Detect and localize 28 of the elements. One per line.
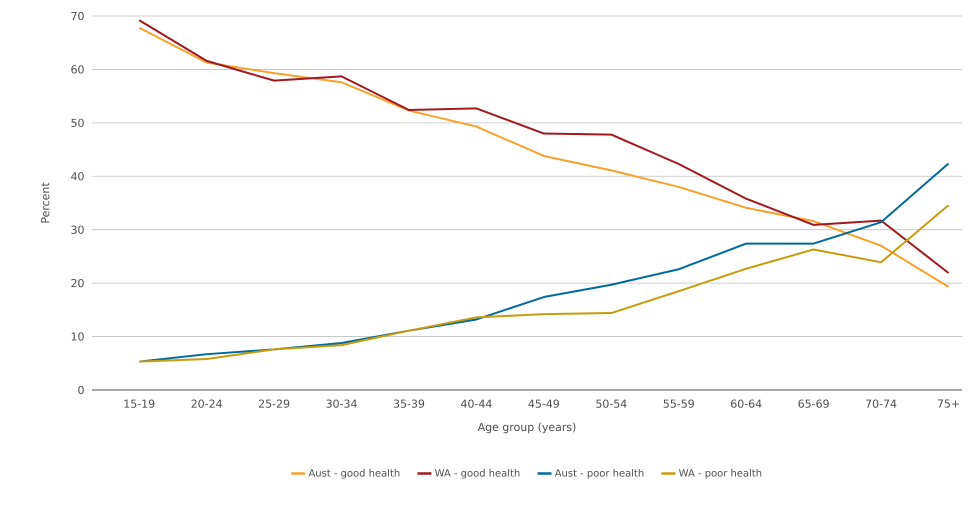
x-tick-label: 35-39: [394, 400, 424, 408]
y-tick-label: 0: [78, 386, 84, 394]
x-tick-label: 45-49: [528, 400, 560, 408]
y-tick-label: 10: [72, 332, 84, 341]
x-tick-label: 70-74: [866, 400, 896, 408]
x-tick-label: 55-59: [664, 400, 694, 408]
x-tick-label: 15-19: [124, 400, 154, 408]
legend-label: Aust - good health: [308, 468, 400, 479]
x-tick-label: 25-29: [258, 400, 290, 408]
x-tick-label: 20-24: [192, 400, 222, 408]
y-tick-label: 60: [71, 65, 84, 74]
x-tick-label: 65-69: [798, 400, 829, 408]
x-tick-label: 40-44: [461, 400, 492, 408]
x-tick-label: 60-64: [731, 400, 762, 408]
y-tick-label: 70: [71, 12, 84, 20]
x-tick-label: 50-54: [596, 400, 627, 408]
x-tick-label: 75+: [938, 400, 959, 408]
y-axis-title: Percent: [41, 182, 50, 223]
x-tick-label: 30-34: [326, 400, 357, 408]
y-tick-label: 40: [71, 172, 84, 180]
y-tick-label: 20: [71, 278, 84, 288]
legend-label: WA - good health: [434, 468, 520, 479]
legend-label: WA - poor health: [678, 468, 762, 479]
line-series: [138, 204, 950, 363]
x-axis-title: Age group (years): [478, 422, 576, 434]
y-tick-label: 50: [71, 118, 84, 127]
y-tick-label: 30: [71, 226, 84, 234]
legend-label: Aust - poor health: [554, 468, 644, 479]
